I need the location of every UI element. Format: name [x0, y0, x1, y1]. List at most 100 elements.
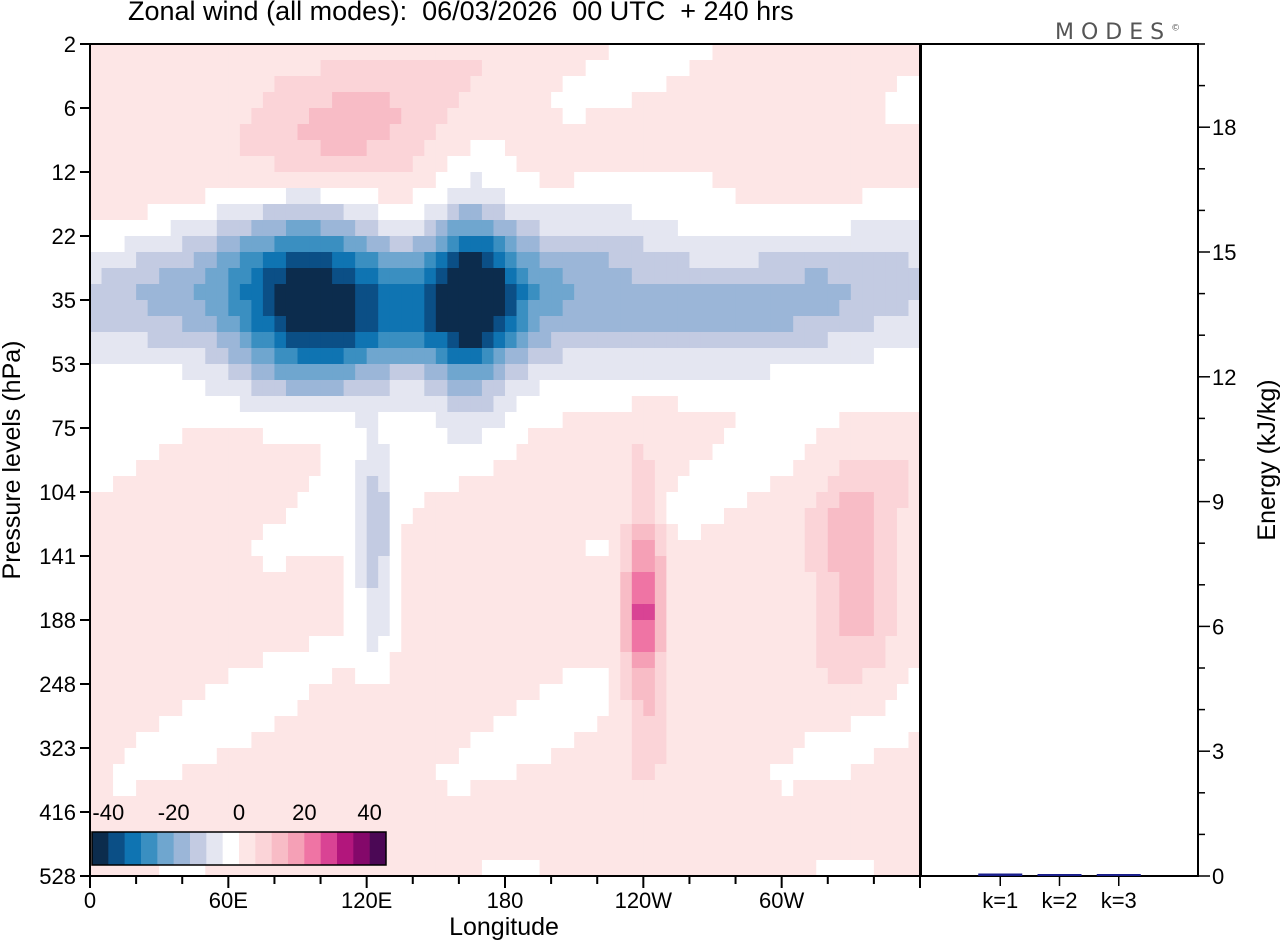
heatmap-cell — [159, 700, 172, 717]
heatmap-cell — [562, 140, 575, 157]
heatmap-cell — [332, 668, 345, 685]
heatmap-cell — [193, 572, 206, 589]
heatmap-cell — [401, 124, 414, 141]
heatmap-cell — [136, 284, 149, 301]
heatmap-cell — [758, 476, 771, 493]
heatmap-cell — [366, 492, 379, 509]
heatmap-cell — [401, 284, 414, 301]
heatmap-cell — [781, 140, 794, 157]
heatmap-cell — [505, 732, 518, 749]
heatmap-cell — [562, 732, 575, 749]
heatmap-cell — [516, 364, 529, 381]
heatmap-cell — [412, 732, 425, 749]
heatmap-cell — [850, 796, 863, 813]
heatmap-cell — [320, 652, 333, 669]
heatmap-cell — [205, 92, 218, 109]
heatmap-cell — [574, 780, 587, 797]
heatmap-cell — [251, 444, 264, 461]
heatmap-cell — [758, 524, 771, 541]
heatmap-cell — [712, 556, 725, 573]
heatmap-cell — [458, 620, 472, 637]
heatmap-cell — [113, 524, 126, 541]
heatmap-cell — [804, 668, 817, 685]
heatmap-cell — [481, 44, 495, 61]
heatmap-cell — [620, 652, 633, 669]
heatmap-cell — [908, 316, 920, 333]
heatmap-cell — [839, 748, 852, 765]
heatmap-cell — [216, 396, 229, 413]
heatmap-cell — [332, 604, 345, 621]
heatmap-cell — [781, 684, 794, 701]
heatmap-cell — [781, 812, 794, 829]
heatmap-cell — [205, 668, 218, 685]
heatmap-cell — [597, 860, 610, 876]
heatmap-cell — [735, 780, 748, 797]
heatmap-cell — [735, 236, 748, 253]
heatmap-cell — [585, 268, 598, 285]
heatmap-cell — [712, 428, 725, 445]
heatmap-cell — [896, 700, 910, 717]
heatmap-cell — [862, 732, 875, 749]
heatmap-cell — [562, 236, 575, 253]
heatmap-cell — [539, 124, 552, 141]
heatmap-cell — [528, 732, 541, 749]
heatmap-cell — [747, 156, 760, 173]
heatmap-cell — [435, 140, 448, 157]
heatmap-cell — [101, 108, 114, 125]
heatmap-cell — [458, 332, 472, 349]
heatmap-cell — [505, 396, 518, 413]
heatmap-cell — [528, 188, 541, 205]
heatmap-cell — [285, 236, 299, 253]
heatmap-cell — [781, 444, 794, 461]
heatmap-cell — [597, 812, 610, 829]
heatmap-cell — [458, 316, 472, 333]
heatmap-cell — [620, 700, 633, 717]
heatmap-cell — [631, 732, 644, 749]
heatmap-cell — [770, 444, 783, 461]
longitude-tick-label: 180 — [487, 888, 524, 913]
heatmap-cell — [124, 476, 137, 493]
heatmap-cell — [585, 668, 598, 685]
heatmap-cell — [458, 364, 472, 381]
heatmap-cell — [574, 524, 587, 541]
heatmap-cell — [343, 780, 356, 797]
heatmap-cell — [389, 796, 402, 813]
heatmap-cell — [297, 716, 310, 733]
heatmap-cell — [631, 172, 644, 189]
heatmap-cell — [101, 412, 114, 429]
heatmap-cell — [804, 348, 817, 365]
heatmap-cell — [551, 860, 564, 876]
heatmap-cell — [412, 764, 425, 781]
heatmap-cell — [274, 780, 287, 797]
heatmap-cell — [539, 460, 552, 477]
heatmap-cell — [470, 652, 483, 669]
heatmap-cell — [643, 684, 656, 701]
heatmap-cell — [528, 428, 541, 445]
heatmap-cell — [401, 700, 414, 717]
heatmap-cell — [343, 76, 356, 93]
heatmap-cell — [389, 124, 402, 141]
heatmap-cell — [412, 92, 425, 109]
heatmap-cell — [205, 812, 218, 829]
heatmap-cell — [147, 188, 160, 205]
heatmap-cell — [505, 508, 518, 525]
heatmap-cell — [839, 764, 852, 781]
heatmap-cell — [793, 652, 806, 669]
heatmap-cell — [435, 780, 448, 797]
heatmap-cell — [113, 252, 126, 269]
heatmap-cell — [401, 828, 414, 845]
heatmap-cell — [435, 44, 448, 61]
heatmap-cell — [366, 268, 379, 285]
heatmap-cell — [689, 812, 702, 829]
heatmap-cell — [885, 460, 898, 477]
heatmap-cell — [447, 732, 460, 749]
heatmap-cell — [873, 108, 887, 125]
heatmap-cell — [239, 140, 252, 157]
heatmap-cell — [355, 732, 368, 749]
heatmap-cell — [320, 716, 333, 733]
heatmap-cell — [747, 316, 760, 333]
heatmap-cell — [516, 844, 529, 861]
heatmap-cell — [424, 652, 437, 669]
heatmap-cell — [124, 508, 137, 525]
heatmap-cell — [285, 604, 299, 621]
